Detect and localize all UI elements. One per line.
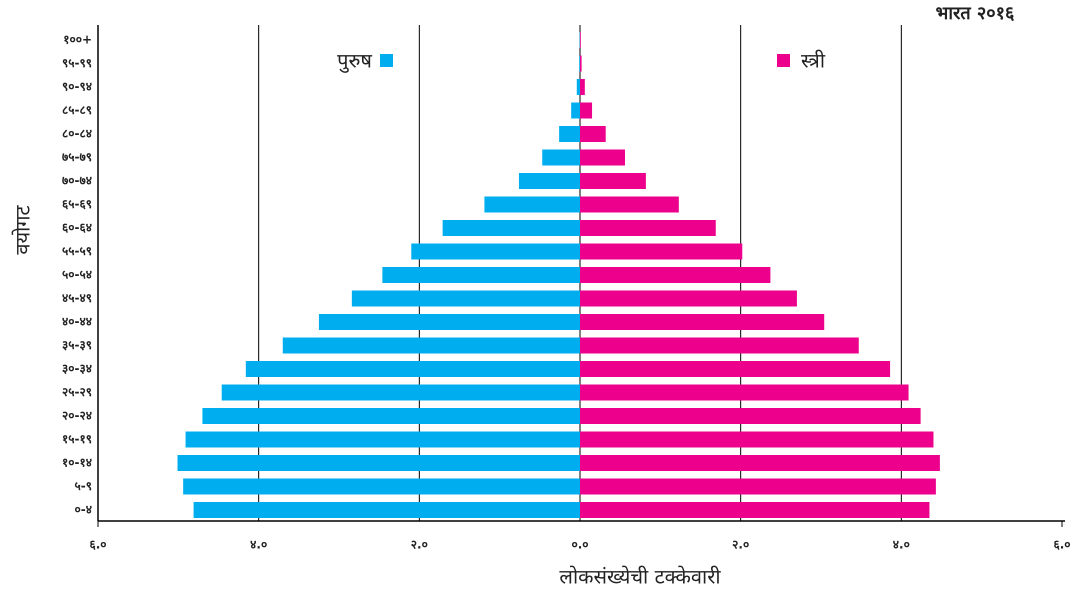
y-tick-label: ९५-९९ [62,56,92,70]
bar [484,196,580,213]
bar [183,478,581,495]
bar [185,431,580,448]
x-tick-label: ६.० [89,538,106,552]
legend-label: स्त्री [801,49,826,73]
y-tick-label: ८०-८४ [62,127,92,141]
legend-label: पुरुष [337,49,372,74]
y-tick-label: १०-१४ [62,456,92,470]
bar [580,126,606,142]
bar [579,32,581,48]
bar [442,220,580,236]
bar [576,79,580,95]
bar [580,384,909,401]
bar [580,196,679,213]
bar [245,361,580,377]
x-tick-label: २.० [411,538,428,552]
y-tick-label: ३०-३४ [62,362,92,376]
bar [318,314,580,330]
chart-title: भारत २०१६ [936,3,1015,24]
bar [580,32,581,48]
bar [542,149,580,166]
y-tick-label: ५०-५४ [62,268,92,282]
bar [580,478,936,495]
legend-swatch [380,54,393,67]
bar [580,55,582,72]
bar [580,290,797,307]
y-tick-label: ६०-६४ [62,221,92,235]
y-tick-label: ७०-७४ [62,174,92,188]
y-tick-label: ५५-५९ [62,244,92,258]
y-tick-label: ३५-३९ [62,338,92,352]
bar [580,502,930,518]
bar [580,455,940,471]
y-tick-label: ०-४ [75,503,92,517]
bar [518,173,580,189]
bar [177,455,580,471]
bar [580,79,585,95]
bar [580,314,825,330]
bar [580,431,934,448]
y-tick-label: ६५-६९ [62,197,92,211]
bar [580,267,771,283]
bar [282,337,580,354]
bar [382,267,580,283]
bar [411,243,580,260]
x-tick-label: ४.० [893,538,910,552]
bar [580,408,921,424]
bar [580,220,716,236]
bar [193,502,580,518]
legend-swatch [777,54,790,67]
y-axis-label: वयोगट [11,204,35,254]
y-tick-label: २५-२९ [62,385,92,399]
x-tick-label: ६.० [1053,538,1070,552]
bar [580,173,646,189]
bar [351,290,580,307]
y-tick-label: ७५-७९ [62,150,92,164]
bar [580,102,593,119]
bar [202,408,580,424]
bar [580,361,891,377]
x-tick-label: ४.० [250,538,267,552]
bar [580,243,743,260]
bar [559,126,580,142]
y-tick-label: १००+ [63,33,92,47]
y-tick-label: ४५-४९ [62,291,92,305]
bar [571,102,580,119]
bar [580,337,859,354]
bar [221,384,581,401]
y-tick-label: ८५-८९ [62,103,92,117]
x-tick-label: २.० [732,538,749,552]
y-tick-label: २०-२४ [62,409,92,423]
bar [579,55,580,72]
y-tick-label: ४०-४४ [62,315,92,329]
y-tick-label: १५-१९ [62,432,92,446]
y-tick-label: ९०-९४ [62,80,92,94]
x-tick-label: ०.० [571,538,588,552]
y-tick-label: ५-९ [75,479,92,493]
x-axis-label: लोकसंख्येची टक्केवारी [559,565,721,589]
bar [580,149,625,166]
